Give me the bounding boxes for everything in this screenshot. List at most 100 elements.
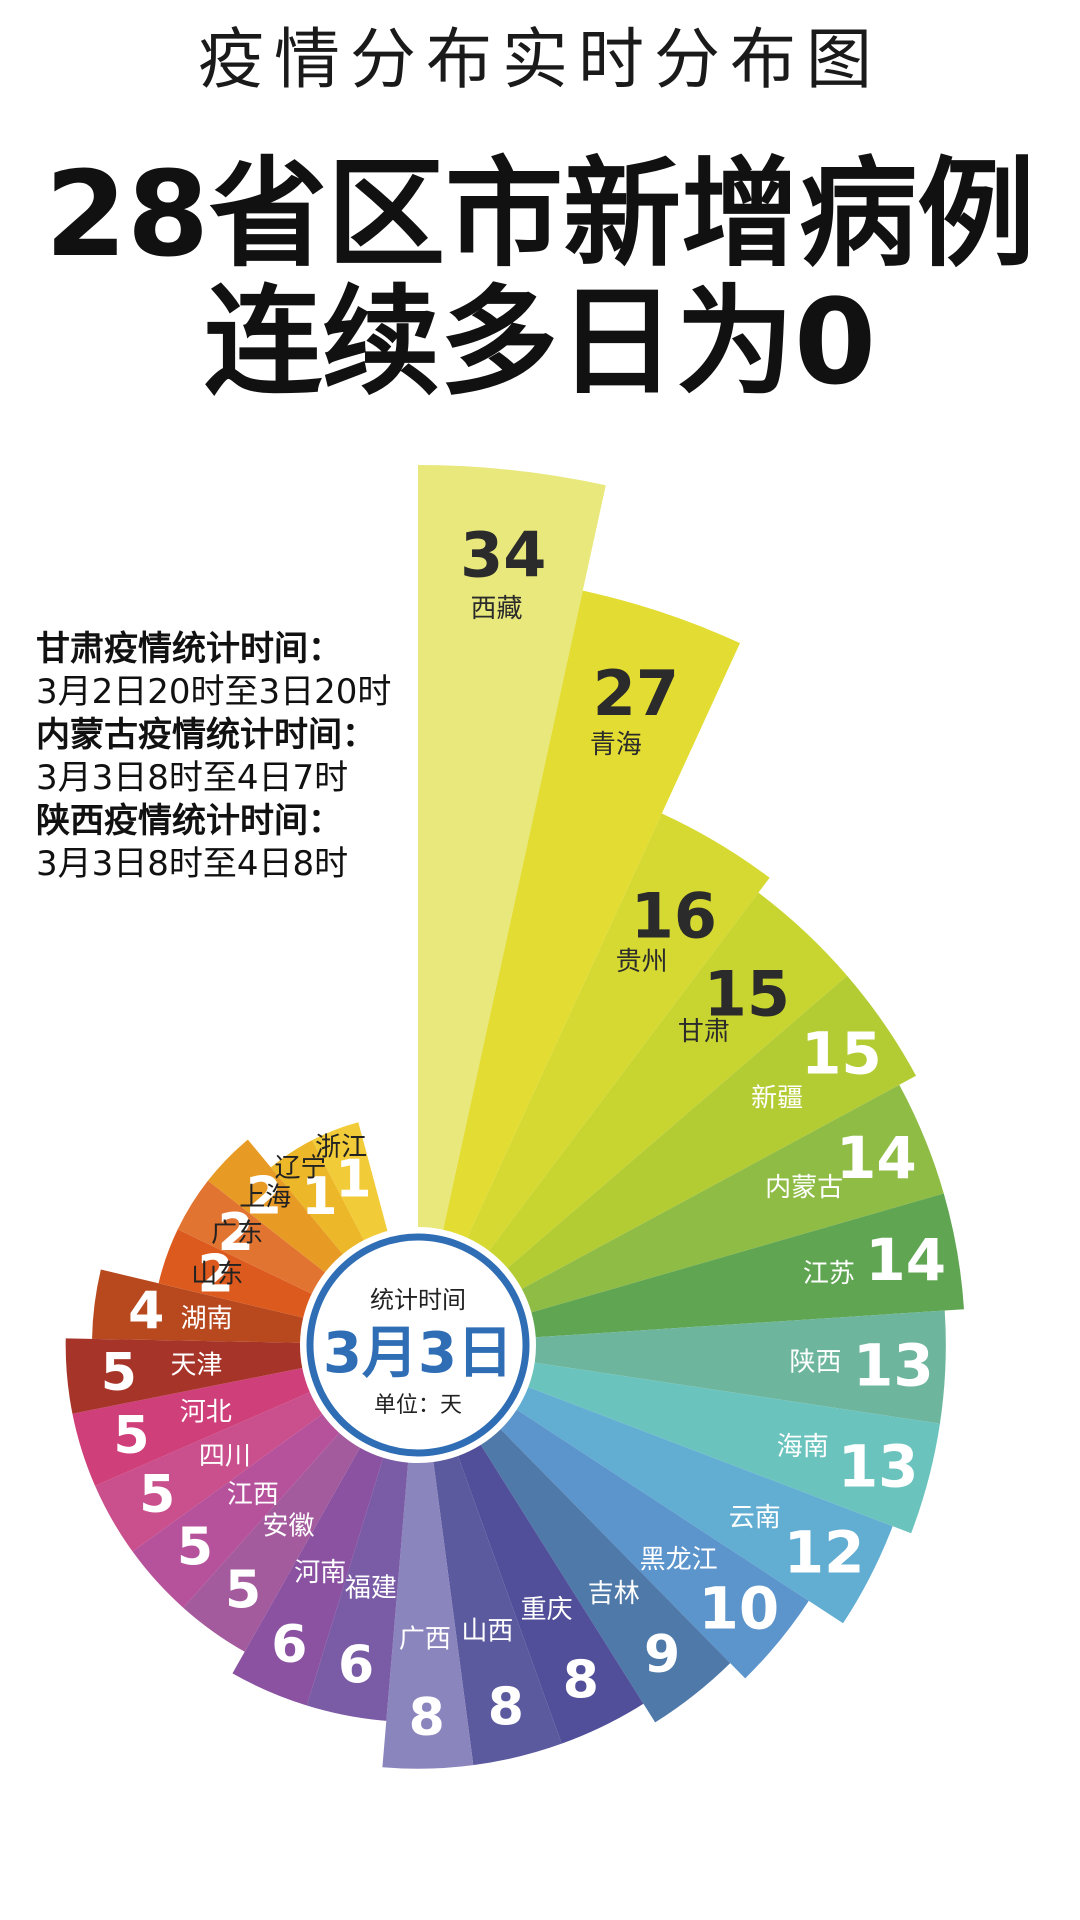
sector-neimenggu bbox=[521, 1084, 944, 1313]
sector-shandong bbox=[158, 1229, 312, 1318]
category-label-chongqing: 重庆 bbox=[521, 1595, 573, 1625]
page-title-line2: 连续多日为0 bbox=[203, 273, 877, 411]
note-shaanxi-value: 3月3日8时至4日8时 bbox=[36, 844, 349, 884]
value-label-sichuan: 5 bbox=[139, 1465, 175, 1525]
sector-jiangxi bbox=[132, 1414, 340, 1608]
value-label-heilongjiang: 10 bbox=[699, 1575, 780, 1643]
sector-zhejiang bbox=[312, 1122, 388, 1241]
category-label-hebei: 河北 bbox=[180, 1398, 232, 1428]
category-label-anhui: 安徽 bbox=[262, 1512, 314, 1542]
category-label-neimenggu: 内蒙古 bbox=[765, 1173, 843, 1203]
sector-guizhou bbox=[467, 813, 770, 1251]
center-date: 3月3日 bbox=[323, 1321, 513, 1386]
note-gansu-value: 3月2日20时至3日20时 bbox=[36, 672, 392, 712]
center-label: 统计时间 bbox=[370, 1286, 466, 1314]
category-label-qinghai: 青海 bbox=[590, 730, 642, 760]
value-label-qinghai: 27 bbox=[593, 657, 679, 730]
note-neimenggu-value: 3月3日8时至4日7时 bbox=[36, 758, 349, 798]
sector-fujian bbox=[306, 1457, 409, 1721]
value-label-yunnan: 12 bbox=[784, 1519, 865, 1587]
sector-hebei bbox=[72, 1368, 310, 1486]
category-label-gansu: 甘肃 bbox=[678, 1017, 730, 1047]
value-label-xinjiang: 15 bbox=[801, 1020, 882, 1088]
category-label-zhejiang: 浙江 bbox=[315, 1132, 367, 1162]
category-label-liaoning: 辽宁 bbox=[274, 1153, 326, 1183]
value-label-jiangxi: 5 bbox=[177, 1517, 213, 1577]
center-circle bbox=[306, 1233, 530, 1457]
value-label-chongqing: 8 bbox=[563, 1650, 599, 1710]
category-label-shanxi: 山西 bbox=[461, 1616, 513, 1646]
sector-qinghai bbox=[443, 590, 740, 1238]
page-title: 28省区市新增病例 连续多日为0 bbox=[0, 150, 1080, 406]
value-label-fujian: 6 bbox=[338, 1635, 374, 1695]
category-label-xinjiang: 新疆 bbox=[751, 1084, 803, 1114]
category-label-sichuan: 四川 bbox=[199, 1441, 251, 1471]
value-label-shaanxi: 13 bbox=[853, 1331, 934, 1399]
value-label-hunan: 4 bbox=[128, 1282, 164, 1342]
value-label-shanxi: 8 bbox=[488, 1677, 524, 1737]
value-label-zhejiang: 1 bbox=[335, 1150, 371, 1210]
sector-yunnan bbox=[516, 1387, 893, 1624]
value-label-neimenggu: 14 bbox=[836, 1124, 917, 1192]
page-subtitle: 疫情分布实时分布图 bbox=[198, 21, 882, 98]
value-label-guangdong: 2 bbox=[218, 1203, 254, 1263]
value-label-hainan: 13 bbox=[838, 1432, 919, 1500]
category-label-shanghai: 上海 bbox=[239, 1183, 291, 1213]
note-neimenggu-label: 内蒙古疫情统计时间： bbox=[36, 715, 376, 755]
value-label-gansu: 15 bbox=[704, 958, 790, 1031]
category-label-xizang: 西藏 bbox=[471, 594, 523, 624]
sector-tianjin bbox=[65, 1338, 303, 1414]
value-label-shandong: 2 bbox=[198, 1244, 234, 1304]
category-label-shaanxi: 陕西 bbox=[789, 1348, 841, 1378]
sector-xinjiang bbox=[507, 975, 917, 1289]
sector-gansu bbox=[488, 892, 848, 1269]
category-label-guizhou: 贵州 bbox=[616, 947, 668, 977]
sector-shanghai bbox=[207, 1139, 343, 1273]
sector-liaoning bbox=[270, 1140, 364, 1255]
sector-jiangsu bbox=[531, 1193, 964, 1338]
note-gansu-label: 甘肃疫情统计时间： bbox=[36, 629, 342, 669]
sector-chongqing bbox=[458, 1444, 644, 1744]
category-label-jiangxi: 江西 bbox=[227, 1480, 279, 1510]
value-label-jiangsu: 14 bbox=[865, 1226, 946, 1294]
category-label-guangxi: 广西 bbox=[399, 1625, 451, 1655]
stat-time-notes: 甘肃疫情统计时间： 3月2日20时至3日20时 内蒙古疫情统计时间： 3月3日8… bbox=[36, 628, 436, 886]
category-label-jilin: 吉林 bbox=[588, 1579, 640, 1609]
sector-hunan bbox=[92, 1269, 304, 1343]
sector-xizang bbox=[418, 465, 606, 1230]
category-label-henan: 河南 bbox=[294, 1558, 346, 1588]
sector-guangdong bbox=[177, 1180, 326, 1294]
sector-shaanxi bbox=[534, 1310, 946, 1424]
sector-henan bbox=[232, 1447, 384, 1706]
page-title-line1: 28省区市新增病例 bbox=[44, 145, 1036, 283]
category-label-hainan: 海南 bbox=[777, 1432, 829, 1462]
value-label-shanghai: 2 bbox=[246, 1167, 282, 1227]
sector-hainan bbox=[528, 1362, 940, 1534]
value-label-guizhou: 16 bbox=[631, 879, 717, 952]
value-label-tianjin: 5 bbox=[101, 1343, 137, 1403]
sector-shanxi bbox=[433, 1456, 562, 1766]
sector-sichuan bbox=[95, 1392, 323, 1552]
sector-jilin bbox=[480, 1429, 731, 1723]
category-label-hunan: 湖南 bbox=[181, 1304, 233, 1334]
category-label-guangdong: 广东 bbox=[211, 1219, 263, 1249]
value-label-jilin: 9 bbox=[644, 1625, 680, 1685]
note-shaanxi-label: 陕西疫情统计时间： bbox=[36, 801, 342, 841]
category-label-heilongjiang: 黑龙江 bbox=[640, 1545, 718, 1575]
category-label-fujian: 福建 bbox=[345, 1574, 397, 1604]
sector-guangxi bbox=[382, 1461, 474, 1769]
sector-anhui bbox=[183, 1432, 360, 1652]
category-label-yunnan: 云南 bbox=[729, 1503, 781, 1533]
center-badge: 统计时间 3月3日 单位：天 bbox=[306, 1233, 530, 1457]
center-unit: 单位：天 bbox=[374, 1393, 462, 1418]
value-label-anhui: 5 bbox=[225, 1560, 261, 1620]
category-label-tianjin: 天津 bbox=[171, 1351, 223, 1381]
value-label-henan: 6 bbox=[271, 1615, 307, 1675]
value-label-hebei: 5 bbox=[113, 1406, 149, 1466]
chart-sectors bbox=[65, 465, 964, 1769]
value-label-liaoning: 1 bbox=[301, 1167, 337, 1227]
value-label-xizang: 34 bbox=[460, 518, 546, 591]
category-label-jiangsu: 江苏 bbox=[803, 1259, 855, 1289]
